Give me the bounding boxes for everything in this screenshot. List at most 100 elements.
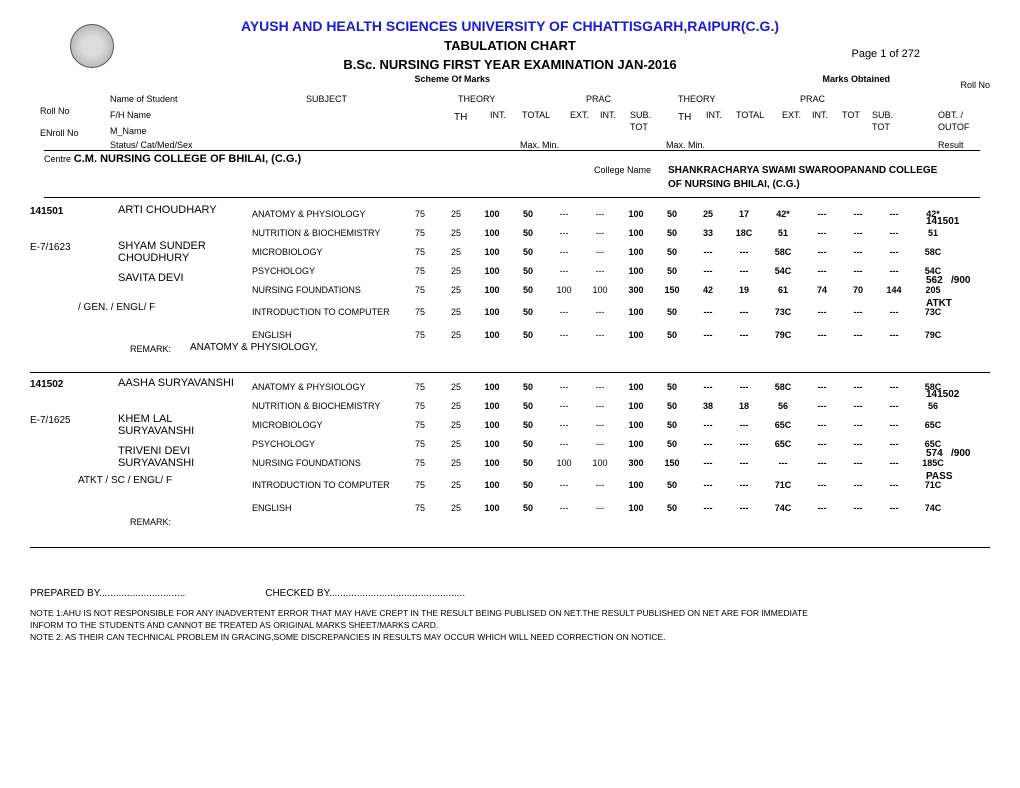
note-1b: INFORM TO THE STUDENTS AND CANNOT BE TRE… bbox=[30, 619, 990, 631]
obt-total: 51 bbox=[762, 228, 804, 238]
obt-sub: 79C bbox=[912, 330, 954, 340]
obt-int: 19 bbox=[726, 285, 762, 295]
scheme-ext: --- bbox=[546, 330, 582, 340]
obt-th: --- bbox=[690, 307, 726, 317]
scheme-th: 75 bbox=[402, 503, 438, 513]
obt-pint: --- bbox=[840, 247, 876, 257]
obt-int: 18C bbox=[726, 228, 762, 238]
scheme-th: 75 bbox=[402, 228, 438, 238]
obt-tot: --- bbox=[876, 228, 912, 238]
scheme-sub-min: 50 bbox=[654, 228, 690, 238]
obt-ext: --- bbox=[804, 228, 840, 238]
obt-tot: --- bbox=[876, 209, 912, 219]
subject-name: MICROBIOLOGY bbox=[252, 420, 402, 430]
subject-row: NURSING FOUNDATIONS752510050100100300150… bbox=[252, 453, 990, 472]
scheme-total-min: 50 bbox=[510, 330, 546, 340]
scheme-total-min: 50 bbox=[510, 247, 546, 257]
scheme-total-min: 50 bbox=[510, 209, 546, 219]
subject-row: ANATOMY & PHYSIOLOGY752510050------10050… bbox=[252, 377, 990, 396]
scheme-sub-max: 100 bbox=[618, 307, 654, 317]
subject-name: NUTRITION & BIOCHEMISTRY bbox=[252, 401, 402, 411]
scheme-sub-max: 100 bbox=[618, 503, 654, 513]
scheme-total-max: 100 bbox=[474, 228, 510, 238]
scheme-sub-max: 100 bbox=[618, 480, 654, 490]
scheme-sub-min: 50 bbox=[654, 307, 690, 317]
remark-text: ANATOMY & PHYSIOLOGY, bbox=[190, 342, 318, 353]
college-label: College Name bbox=[594, 165, 651, 175]
scheme-total-max: 100 bbox=[474, 266, 510, 276]
scheme-pint: --- bbox=[582, 382, 618, 392]
obt-pint: --- bbox=[840, 503, 876, 513]
scheme-total-max: 100 bbox=[474, 480, 510, 490]
scheme-total-max: 100 bbox=[474, 401, 510, 411]
marks-label: Marks Obtained bbox=[530, 74, 890, 90]
hdr-maxmin1: Max. Min. bbox=[520, 140, 559, 150]
scheme-pint: --- bbox=[582, 307, 618, 317]
obt-th: --- bbox=[690, 382, 726, 392]
obt-tot: --- bbox=[876, 420, 912, 430]
obt-pint: --- bbox=[840, 209, 876, 219]
hdr-sub2: SUB. bbox=[872, 110, 893, 120]
obt-th: 25 bbox=[690, 209, 726, 219]
hdr-sub1: SUB. bbox=[630, 110, 651, 120]
chart-title: TABULATION CHART bbox=[30, 38, 990, 53]
hdr-subject: SUBJECT bbox=[306, 94, 347, 104]
scheme-pint: --- bbox=[582, 401, 618, 411]
subject-row: INTRODUCTION TO COMPUTER752510050------1… bbox=[252, 472, 990, 498]
obt-ext: --- bbox=[804, 382, 840, 392]
obt-int: 17 bbox=[726, 209, 762, 219]
scheme-ext: --- bbox=[546, 439, 582, 449]
scheme-th: 75 bbox=[402, 401, 438, 411]
obt-total: 61 bbox=[762, 285, 804, 295]
obt-pint: --- bbox=[840, 439, 876, 449]
hdr-pint1: INT. bbox=[600, 110, 616, 120]
scheme-pint: 100 bbox=[582, 458, 618, 468]
scheme-sub-min: 50 bbox=[654, 247, 690, 257]
obt-th: --- bbox=[690, 330, 726, 340]
obt-pint: --- bbox=[840, 266, 876, 276]
obt-tot: --- bbox=[876, 480, 912, 490]
scheme-pint: --- bbox=[582, 503, 618, 513]
scheme-int: 25 bbox=[438, 307, 474, 317]
student-name: AASHA SURYAVANSHI bbox=[118, 377, 234, 389]
obt-pint: 70 bbox=[840, 285, 876, 295]
obt-ext: --- bbox=[804, 401, 840, 411]
scheme-int: 25 bbox=[438, 382, 474, 392]
scheme-th: 75 bbox=[402, 420, 438, 430]
scheme-sub-min: 50 bbox=[654, 209, 690, 219]
obt-total: 65C bbox=[762, 439, 804, 449]
scheme-total-max: 100 bbox=[474, 209, 510, 219]
hdr-prac1: PRAC bbox=[586, 94, 611, 104]
student-fh-2: SURYAVANSHI bbox=[118, 425, 248, 437]
scheme-th: 75 bbox=[402, 439, 438, 449]
scheme-pint: --- bbox=[582, 228, 618, 238]
obt-ext: --- bbox=[804, 439, 840, 449]
obt-ext: --- bbox=[804, 307, 840, 317]
hdr-subtot2: TOT bbox=[872, 122, 890, 132]
centre-row: Centre C.M. NURSING COLLEGE OF BHILAI, (… bbox=[44, 153, 990, 165]
note-2: NOTE 2: AS THEIR CAN TECHNICAL PROBLEM I… bbox=[30, 631, 990, 643]
scheme-total-min: 50 bbox=[510, 503, 546, 513]
student-fh-2: CHOUDHURY bbox=[118, 252, 248, 264]
checked-by: CHECKED BY..............................… bbox=[265, 588, 465, 599]
obt-th: --- bbox=[690, 439, 726, 449]
scheme-total-min: 50 bbox=[510, 401, 546, 411]
student-block: 141502AASHA SURYAVANSHIE-7/1625KHEM LALS… bbox=[30, 372, 990, 543]
subject-name: INTRODUCTION TO COMPUTER bbox=[252, 480, 402, 490]
scheme-total-min: 50 bbox=[510, 420, 546, 430]
obt-ext: --- bbox=[804, 420, 840, 430]
obt-pint: --- bbox=[840, 420, 876, 430]
obt-pint: --- bbox=[840, 382, 876, 392]
obt-th: --- bbox=[690, 266, 726, 276]
student-block: 141501ARTI CHOUDHARYE-7/1623SHYAM SUNDER… bbox=[30, 200, 990, 370]
scheme-th: 75 bbox=[402, 307, 438, 317]
hdr-outof: OUTOF bbox=[938, 122, 969, 132]
student-name: ARTI CHOUDHARY bbox=[118, 204, 217, 216]
scheme-ext: 100 bbox=[546, 458, 582, 468]
obt-pint: --- bbox=[840, 458, 876, 468]
scheme-pint: 100 bbox=[582, 285, 618, 295]
obt-th: --- bbox=[690, 458, 726, 468]
scheme-int: 25 bbox=[438, 285, 474, 295]
scheme-ext: --- bbox=[546, 228, 582, 238]
hdr-tot2: TOT bbox=[842, 110, 860, 120]
